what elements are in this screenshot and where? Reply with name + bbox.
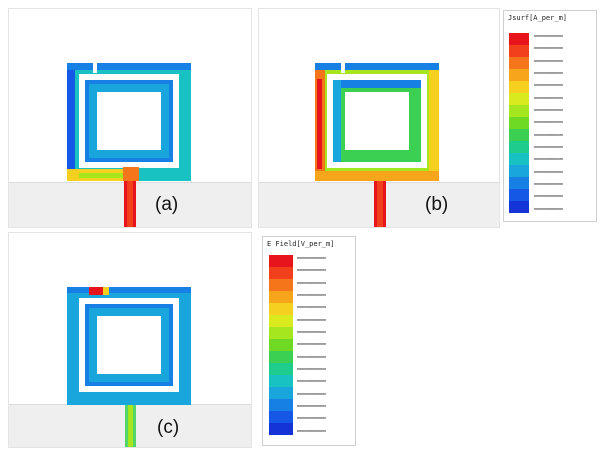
- panel-b: (b): [258, 8, 500, 228]
- color-swatch: [509, 189, 529, 202]
- ring-gap-slot: [93, 63, 97, 73]
- color-swatch: [509, 165, 529, 178]
- color-swatch: [509, 57, 529, 70]
- efield-legend: E Field[V_per_m] ━━━━━━━━ ━━━━━━━━ ━━━━━━━…: [262, 236, 356, 446]
- ring-gap-slot: [341, 63, 345, 73]
- color-swatch: [269, 351, 293, 364]
- color-swatch: [509, 45, 529, 58]
- hot-spot-top-halo: [103, 287, 109, 295]
- color-swatch: [269, 375, 293, 388]
- color-swatch: [269, 423, 293, 435]
- feed-line-core: [377, 181, 383, 227]
- feed-line-core: [128, 405, 133, 447]
- hot-feed-junction: [123, 167, 139, 181]
- legend-title: Jsurf[A_per_m]: [508, 14, 568, 22]
- color-swatch: [269, 279, 293, 292]
- color-swatch: [509, 129, 529, 142]
- color-swatch: [269, 327, 293, 340]
- color-swatch: [509, 201, 529, 213]
- feed-line-core: [127, 181, 133, 227]
- panel-label-a: (a): [155, 194, 179, 215]
- color-swatch: [269, 291, 293, 304]
- legend-ticks: ━━━━━━━━ ━━━━━━━━ ━━━━━━━━ ━━━━━━━━ ━━━━━━━━…: [297, 255, 326, 435]
- outer-ring-bottom-hot: [315, 171, 439, 181]
- outer-ring-left-core: [317, 79, 322, 169]
- color-swatch: [269, 255, 293, 268]
- color-swatch: [269, 315, 293, 328]
- color-swatch: [269, 399, 293, 412]
- color-swatch: [509, 33, 529, 46]
- antenna-field-plot: [67, 63, 191, 227]
- color-swatch: [269, 267, 293, 280]
- color-swatch: [269, 339, 293, 352]
- antenna-field-plot: [67, 287, 191, 447]
- color-swatch: [509, 177, 529, 190]
- inner-ring-top: [333, 80, 421, 88]
- inner-window: [97, 92, 161, 150]
- hot-spot-top: [89, 287, 103, 295]
- color-swatch: [509, 141, 529, 154]
- color-swatch: [269, 303, 293, 316]
- jsurf-legend: Jsurf[A_per_m] ━━━━━━━━ ━━━━━━━━ ━━━━━━━━ ━…: [503, 10, 597, 222]
- inner-ring-left: [333, 80, 341, 162]
- panel-label-b: (b): [425, 194, 449, 215]
- panel-label-c: (c): [157, 417, 180, 438]
- legend-title: E Field[V_per_m]: [267, 240, 335, 248]
- panel-c: (c): [8, 232, 252, 448]
- color-swatch: [269, 411, 293, 424]
- legend-ticks: ━━━━━━━━ ━━━━━━━━ ━━━━━━━━ ━━━━━━━━ ━━━━━━━━…: [534, 33, 563, 213]
- outer-ring-edge-top: [67, 63, 191, 70]
- color-scale: [269, 255, 293, 435]
- outer-ring-right: [429, 63, 439, 181]
- inner-window: [345, 92, 409, 150]
- antenna-field-plot: [315, 63, 439, 227]
- hot-bottom-left-core: [79, 173, 129, 178]
- panel-a: (a): [8, 8, 252, 228]
- color-scale: [509, 33, 529, 213]
- color-swatch: [509, 117, 529, 130]
- color-swatch: [269, 363, 293, 376]
- color-swatch: [509, 93, 529, 106]
- color-swatch: [509, 69, 529, 82]
- color-swatch: [509, 105, 529, 118]
- inner-window: [97, 316, 161, 374]
- outer-ring-top-blue: [315, 63, 439, 70]
- color-swatch: [509, 81, 529, 94]
- outer-ring-edge-left: [67, 63, 75, 181]
- color-swatch: [269, 387, 293, 400]
- color-swatch: [509, 153, 529, 166]
- outer-ring-edge: [67, 287, 191, 293]
